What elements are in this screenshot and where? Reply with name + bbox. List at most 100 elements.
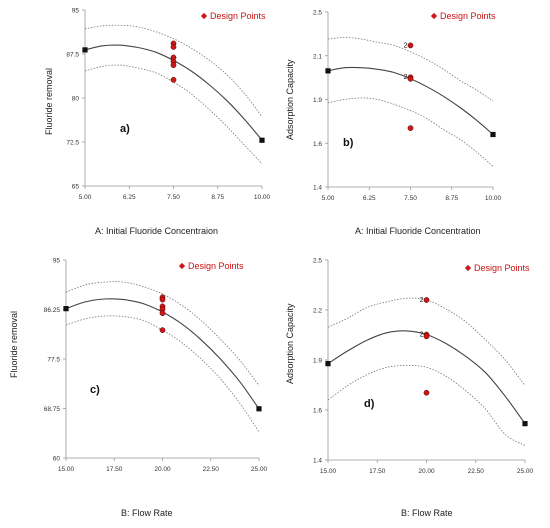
upper-confidence-band: [327, 297, 526, 386]
x-tick-label: 5.00: [79, 194, 92, 201]
x-tick-label: 22.50: [203, 466, 220, 473]
y-tick-label: 1.9: [313, 358, 322, 365]
endpoint-marker: [63, 306, 69, 312]
chart-d-ylabel: Adsorption Capacity: [285, 303, 295, 384]
endpoint-marker: [325, 361, 331, 367]
legend-marker: [178, 262, 186, 270]
lower-confidence-band: [84, 64, 263, 164]
y-tick-label: 1.4: [313, 458, 322, 465]
legend-label: Design Points: [440, 11, 496, 21]
legend-label: Design Points: [188, 261, 244, 271]
endpoint-marker: [490, 131, 496, 138]
design-point: [170, 44, 177, 50]
x-tick-label: 6.25: [363, 195, 376, 202]
y-tick-label: 60: [53, 456, 61, 463]
chart-panel-d: 15.00 17.50 20.00 22.50 25.00 1.4 1.6 1.9 2.2 2.5…: [275, 250, 550, 528]
x-tick-label: 17.50: [369, 468, 386, 475]
chart-a-xlabel: A: Initial Fluoride Concentraion: [95, 226, 219, 236]
panel-label: c): [90, 384, 100, 396]
design-point: [423, 333, 430, 340]
x-tick-label: 8.75: [211, 194, 224, 201]
point-count-label: 2: [404, 74, 408, 81]
chart-a-svg: 5.00 6.25 7.50 8.75 10.00 65 72.5 80 87.5 95 Desig…: [66, 8, 271, 202]
point-count-label: 2: [420, 297, 424, 304]
legend-marker: [430, 12, 438, 20]
y-tick-label: 2.5: [313, 258, 322, 265]
design-point: [407, 42, 414, 49]
design-point: [159, 327, 166, 333]
endpoint-marker: [522, 421, 528, 427]
chart-a-ylabel: Fluoride removal: [44, 67, 54, 135]
y-tick-label: 95: [72, 8, 80, 15]
legend-label: Design Points: [210, 11, 266, 21]
x-tick-label: 6.25: [123, 194, 136, 201]
point-count-label: 2: [404, 42, 408, 49]
x-tick-label: 10.00: [254, 194, 271, 201]
design-point: [170, 62, 177, 68]
x-tick-label: 22.50: [468, 468, 485, 475]
x-tick-label: 7.50: [404, 195, 417, 202]
chart-panel-c: 15.00 17.50 20.00 22.50 25.00 60 68.75 77.5 86.2…: [0, 250, 275, 528]
fit-line: [327, 330, 526, 424]
endpoint-marker: [325, 68, 331, 74]
legend-marker: [200, 12, 208, 20]
chart-d-xlabel: B: Flow Rate: [401, 508, 453, 518]
design-point: [423, 389, 430, 396]
design-point: [407, 75, 414, 82]
y-tick-label: 2.5: [313, 10, 322, 17]
panel-label: b): [343, 137, 354, 149]
design-point: [159, 310, 166, 317]
legend-marker: [464, 264, 472, 272]
chart-b-svg: 5.00 6.25 7.50 8.75 10.00 1.4 1.6 1.9 2.1 2.5 2 2 De…: [313, 10, 502, 203]
chart-d-svg: 15.00 17.50 20.00 22.50 25.00 1.4 1.6 1.9 2.2 2.5…: [313, 258, 534, 476]
x-tick-label: 5.00: [322, 195, 335, 202]
y-tick-label: 1.4: [313, 185, 322, 192]
y-tick-label: 80: [72, 96, 80, 103]
lower-confidence-band: [327, 97, 494, 167]
upper-confidence-band: [65, 281, 260, 386]
chart-c-ylabel: Fluoride removal: [9, 310, 19, 378]
chart-panel-a: 5.00 6.25 7.50 8.75 10.00 65 72.5 80 87.5 95 Desig…: [0, 0, 275, 250]
point-count-label: 2: [420, 332, 424, 339]
panel-label: d): [364, 398, 375, 410]
chart-c-xlabel: B: Flow Rate: [121, 508, 173, 518]
y-tick-label: 2.2: [313, 308, 322, 315]
lower-confidence-band: [327, 365, 526, 446]
y-tick-label: 68.75: [44, 406, 61, 413]
x-tick-label: 10.00: [485, 195, 502, 202]
lower-confidence-band: [65, 315, 260, 433]
x-tick-label: 20.00: [418, 468, 435, 475]
x-tick-label: 15.00: [58, 466, 75, 473]
x-tick-label: 15.00: [320, 468, 337, 475]
chart-b-ylabel: Adsorption Capacity: [285, 59, 295, 140]
design-point: [159, 296, 166, 303]
y-tick-label: 1.6: [313, 141, 322, 148]
x-tick-label: 7.50: [167, 194, 180, 201]
y-tick-label: 2.1: [313, 53, 322, 60]
y-tick-label: 95: [53, 258, 61, 265]
chart-panel-b: 5.00 6.25 7.50 8.75 10.00 1.4 1.6 1.9 2.1 2.5 2 2 De…: [275, 0, 550, 250]
x-tick-label: 8.75: [445, 195, 458, 202]
y-tick-label: 77.5: [47, 357, 60, 364]
endpoint-marker: [82, 47, 88, 53]
chart-c-svg: 15.00 17.50 20.00 22.50 25.00 60 68.75 77.5 86.2…: [44, 258, 268, 474]
upper-confidence-band: [84, 24, 263, 118]
design-point: [423, 297, 430, 303]
x-tick-label: 20.00: [154, 466, 171, 473]
panel-label: a): [120, 123, 130, 135]
upper-confidence-band: [327, 37, 494, 102]
legend-label: Design Points: [474, 263, 530, 273]
y-tick-label: 1.6: [313, 408, 322, 415]
y-tick-label: 72.5: [66, 140, 79, 147]
endpoint-marker: [259, 137, 265, 143]
x-tick-label: 25.00: [251, 466, 268, 473]
y-tick-label: 86.25: [44, 307, 61, 314]
design-point: [407, 125, 414, 131]
y-tick-label: 65: [72, 184, 80, 191]
x-tick-label: 17.50: [106, 466, 123, 473]
design-point: [170, 76, 177, 83]
y-tick-label: 1.9: [313, 97, 322, 104]
endpoint-marker: [256, 406, 262, 412]
chart-b-xlabel: A: Initial Fluoride Concentration: [355, 226, 481, 236]
y-tick-label: 87.5: [66, 52, 79, 59]
